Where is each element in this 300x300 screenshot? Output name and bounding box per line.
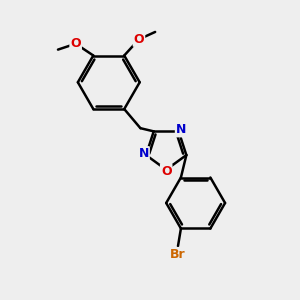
Text: N: N bbox=[139, 147, 149, 160]
Text: Br: Br bbox=[170, 248, 186, 261]
Text: O: O bbox=[161, 165, 172, 178]
Text: N: N bbox=[176, 123, 186, 136]
Text: O: O bbox=[70, 37, 81, 50]
Text: O: O bbox=[134, 33, 144, 46]
